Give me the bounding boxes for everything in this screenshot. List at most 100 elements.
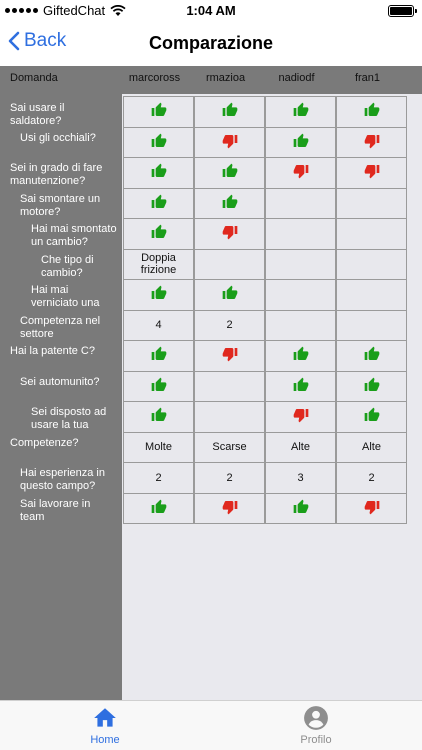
thumbs-down-icon: [222, 133, 238, 152]
answer-cell: [194, 187, 265, 219]
thumbs-down-icon: [364, 163, 380, 182]
answer-cell: [123, 157, 194, 189]
answer-text: Alte: [362, 441, 381, 454]
question-label: Sai lavorare in team: [20, 498, 91, 523]
thumbs-down-icon: [364, 133, 380, 152]
account-circle-icon: [304, 706, 328, 730]
answer-cell: Alte: [265, 431, 336, 463]
thumbs-up-icon: [151, 102, 167, 121]
answer-cell: Alte: [336, 431, 407, 463]
thumbs-up-icon: [364, 102, 380, 121]
status-time: 1:04 AM: [186, 3, 236, 18]
answer-cell: Scarse: [194, 431, 265, 463]
thumbs-up-icon: [364, 407, 380, 426]
question-label: Sai usare il saldatore?: [10, 102, 65, 127]
answer-cell: [123, 340, 194, 372]
answer-cell: [194, 401, 265, 433]
answer-cell: 2: [194, 462, 265, 494]
answer-cell: [265, 248, 336, 280]
answer-cell: [123, 218, 194, 250]
carrier-name: GiftedChat: [43, 3, 106, 18]
answer-cell: [265, 492, 336, 524]
answer-text: 3: [297, 471, 304, 484]
answer-cell: [336, 96, 407, 128]
answer-cell: [265, 96, 336, 128]
answer-text: Doppia frizione: [140, 252, 177, 277]
answer-text: 4: [155, 319, 162, 332]
answer-text: 2: [368, 471, 375, 484]
answer-cell: [265, 157, 336, 189]
question-label: Sei disposto ad usare la tua: [31, 406, 107, 431]
thumbs-up-icon: [293, 102, 309, 121]
answer-cell: [194, 96, 265, 128]
tab-home[interactable]: Home: [60, 705, 150, 746]
tab-bar: Home Profilo: [0, 700, 422, 750]
thumbs-up-icon: [293, 499, 309, 518]
answer-cell: [194, 370, 265, 402]
answer-text: 2: [155, 471, 162, 484]
answer-cell: [265, 340, 336, 372]
back-button[interactable]: Back: [8, 30, 66, 52]
status-left: GiftedChat: [5, 3, 126, 18]
question-label: Competenze?: [10, 437, 79, 449]
answer-cell: [123, 370, 194, 402]
answer-cell: 2: [123, 462, 194, 494]
header-user: marcoross: [128, 72, 181, 84]
answer-cell: [123, 401, 194, 433]
thumbs-down-icon: [293, 163, 309, 182]
answer-cell: [123, 96, 194, 128]
answer-cell: [336, 218, 407, 250]
answer-cell: [194, 218, 265, 250]
answer-cell: [336, 370, 407, 402]
back-label: Back: [24, 30, 67, 51]
answer-cell: 4: [123, 309, 194, 341]
answer-cell: [265, 187, 336, 219]
answer-cell: [265, 279, 336, 311]
header-user: fran1: [354, 72, 381, 84]
question-column: Sai usare il saldatore? Usi gli occhiali…: [0, 94, 122, 700]
thumbs-up-icon: [151, 377, 167, 396]
thumbs-down-icon: [364, 499, 380, 518]
tab-profile-label: Profilo: [300, 734, 332, 746]
tab-home-label: Home: [90, 734, 120, 746]
answer-cell: Doppia frizione: [123, 248, 194, 280]
answer-cell: [336, 340, 407, 372]
answer-cell: [123, 492, 194, 524]
answer-text: Alte: [291, 441, 310, 454]
question-label: Sai smontare un motore?: [20, 193, 101, 218]
answer-cell: [336, 279, 407, 311]
answer-cell: [265, 370, 336, 402]
wifi-icon: [110, 4, 126, 16]
answer-cell: [194, 492, 265, 524]
tab-profile[interactable]: Profilo: [271, 705, 361, 746]
battery-icon: [388, 5, 417, 17]
navigation-bar: Back Comparazione: [0, 22, 422, 66]
answer-text: Molte: [145, 441, 172, 454]
answer-cell: [123, 187, 194, 219]
thumbs-up-icon: [364, 377, 380, 396]
answer-cell: [194, 126, 265, 158]
signal-icon: [5, 8, 38, 13]
page-title: Comparazione: [148, 33, 274, 53]
thumbs-up-icon: [151, 224, 167, 243]
thumbs-up-icon: [151, 133, 167, 152]
answer-cell: [194, 340, 265, 372]
home-icon: [94, 708, 116, 727]
question-label: Hai mai smontato un cambio?: [31, 223, 117, 248]
answer-cell: 2: [194, 309, 265, 341]
answer-cell: [336, 187, 407, 219]
answer-cell: [336, 401, 407, 433]
question-label: Sei automunito?: [20, 376, 100, 388]
thumbs-up-icon: [151, 285, 167, 304]
thumbs-down-icon: [222, 499, 238, 518]
answer-cell: Molte: [123, 431, 194, 463]
thumbs-up-icon: [222, 285, 238, 304]
question-label: Che tipo di cambio?: [41, 254, 94, 279]
answer-cell: [265, 309, 336, 341]
thumbs-down-icon: [222, 224, 238, 243]
question-label: Sei in grado di fare manutenzione?: [10, 162, 103, 187]
thumbs-down-icon: [222, 346, 238, 365]
answer-cell: [123, 126, 194, 158]
answer-cell: [336, 126, 407, 158]
answer-text: 2: [226, 319, 233, 332]
